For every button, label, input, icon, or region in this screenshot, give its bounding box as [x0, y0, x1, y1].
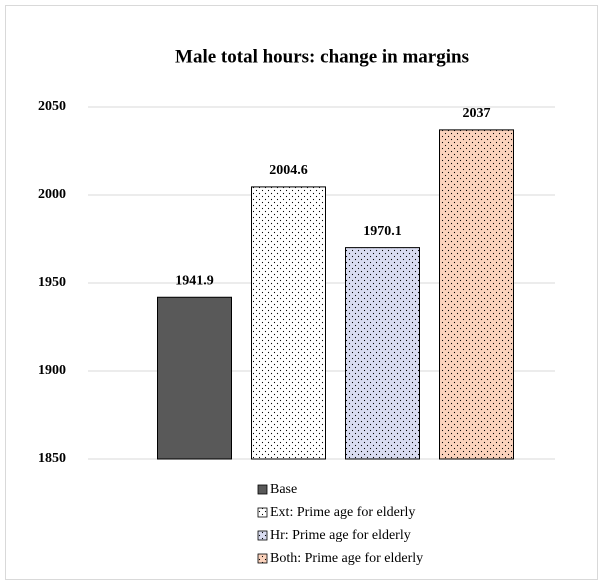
bar: [439, 129, 514, 460]
y-tick-label: 1950: [38, 275, 66, 290]
legend-label: Base: [270, 482, 297, 497]
y-tick-label: 2050: [38, 99, 66, 114]
legend-label: Both: Prime age for elderly: [270, 551, 423, 566]
legend-swatch: [257, 484, 268, 495]
value-label: 2037: [463, 106, 491, 121]
value-label: 2004.6: [269, 163, 308, 178]
value-label: 1970.1: [363, 224, 402, 239]
chart-title: Male total hours: change in margins: [175, 46, 469, 67]
legend-swatch: [257, 507, 268, 518]
legend-label: Ext: Prime age for elderly: [270, 505, 415, 520]
legend-label: Hr: Prime age for elderly: [270, 528, 411, 543]
bar: [157, 296, 232, 460]
legend-swatch: [257, 553, 268, 564]
y-tick-label: 1850: [38, 451, 66, 466]
y-tick-label: 1900: [38, 363, 66, 378]
legend-swatch: [257, 530, 268, 541]
y-tick-label: 2000: [38, 187, 66, 202]
value-label: 1941.9: [175, 273, 214, 288]
bar: [251, 186, 326, 460]
bar: [345, 247, 420, 460]
